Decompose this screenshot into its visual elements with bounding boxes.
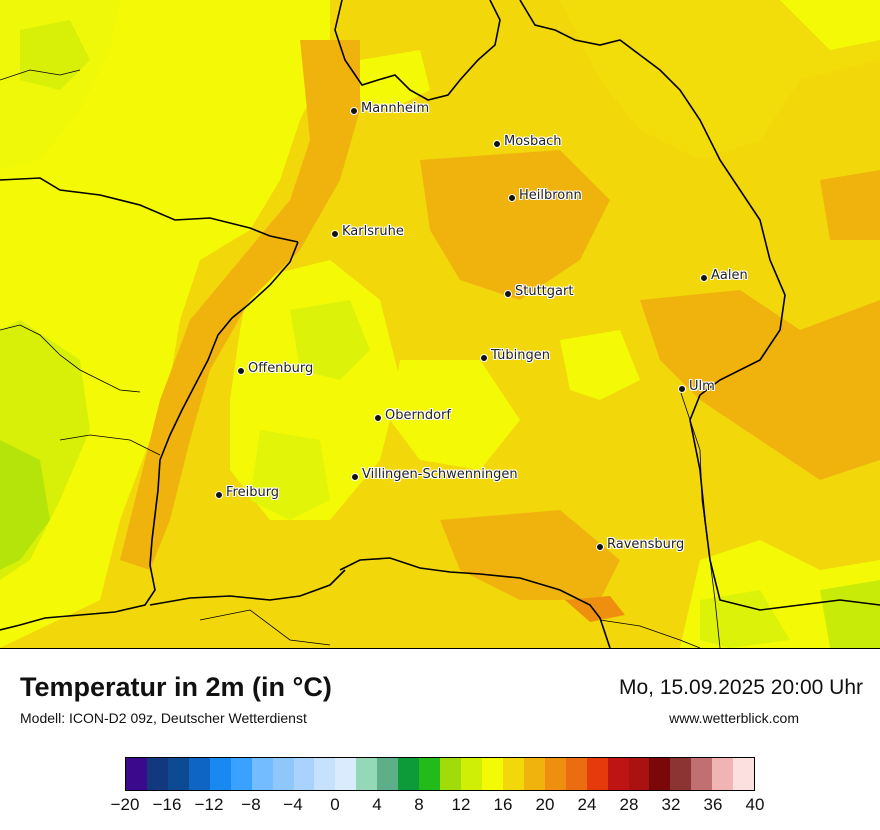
scale-swatch-6: [251, 758, 273, 790]
temperature-map: Mannheim Mosbach Heilbronn Karlsruhe Aal…: [0, 0, 880, 649]
city-marker-icon: [350, 472, 359, 481]
scale-swatch-29: [733, 758, 755, 790]
city-marker-icon: [699, 273, 708, 282]
city-marker-icon: [492, 139, 501, 148]
scale-swatch-16: [461, 758, 482, 790]
map-title: Temperatur in 2m (in °C): [20, 672, 332, 702]
scale-tick-label: 4: [372, 795, 382, 814]
color-scale: [125, 757, 755, 791]
scale-swatch-0: [126, 758, 147, 790]
scale-swatch-17: [481, 758, 503, 790]
scale-swatch-1: [146, 758, 168, 790]
city-marker-icon: [349, 106, 358, 115]
city-marker-icon: [214, 490, 223, 499]
forecast-datetime: Mo, 15.09.2025 20:00 Uhr: [618, 676, 863, 699]
city-marker-icon: [330, 229, 339, 238]
model-info: Modell: ICON-D2 09z, Deutscher Wetterdie…: [20, 710, 307, 726]
scale-tick-label: 36: [703, 795, 723, 814]
scale-tick-label: 16: [493, 795, 513, 814]
city-marker-icon: [373, 413, 382, 422]
map-background: [0, 0, 880, 648]
scale-swatch-13: [398, 758, 420, 790]
scale-tick-label: 20: [535, 795, 555, 814]
city-marker-icon: [595, 542, 604, 551]
scale-swatch-9: [314, 758, 336, 790]
city-marker-icon: [677, 384, 686, 393]
scale-swatch-14: [419, 758, 441, 790]
scale-swatch-15: [440, 758, 461, 790]
city-marker-icon: [236, 366, 245, 375]
scale-tick-label: 24: [577, 795, 597, 814]
scale-tick-label: 28: [619, 795, 639, 814]
scale-swatch-26: [670, 758, 692, 790]
scale-swatch-20: [544, 758, 566, 790]
scale-swatch-2: [167, 758, 189, 790]
scale-swatch-24: [628, 758, 650, 790]
scale-swatch-28: [712, 758, 734, 790]
scale-swatch-11: [356, 758, 378, 790]
scale-tick-label: −12: [194, 795, 224, 814]
city-marker-icon: [503, 289, 512, 298]
scale-swatch-12: [377, 758, 399, 790]
scale-swatch-22: [586, 758, 608, 790]
website-link[interactable]: www.wetterblick.com: [669, 710, 799, 726]
scale-tick-label: 40: [745, 795, 765, 814]
scale-tick-label: −16: [152, 795, 182, 814]
scale-tick-label: −20: [110, 795, 140, 814]
scale-tick-label: −4: [283, 795, 303, 814]
color-scale-ticks: −20 −16 −12 −8 −4 0 4 8 12 16 20 24 28 32 36 40: [111, 795, 765, 817]
scale-tick-label: −8: [241, 795, 261, 814]
scale-swatch-8: [293, 758, 315, 790]
scale-tick-label: 0: [330, 795, 340, 814]
scale-swatch-5: [230, 758, 252, 790]
scale-swatch-18: [502, 758, 524, 790]
scale-swatch-10: [335, 758, 357, 790]
scale-swatch-7: [272, 758, 294, 790]
scale-swatch-25: [649, 758, 671, 790]
scale-swatch-19: [523, 758, 545, 790]
scale-swatch-21: [565, 758, 587, 790]
scale-tick-label: 32: [661, 795, 681, 814]
scale-tick-label: 8: [414, 795, 424, 814]
scale-swatch-4: [209, 758, 231, 790]
scale-swatch-3: [188, 758, 210, 790]
scale-swatch-23: [607, 758, 629, 790]
city-marker-icon: [479, 353, 488, 362]
city-marker-icon: [507, 193, 516, 202]
scale-tick-label: 12: [451, 795, 471, 814]
scale-swatch-27: [691, 758, 713, 790]
